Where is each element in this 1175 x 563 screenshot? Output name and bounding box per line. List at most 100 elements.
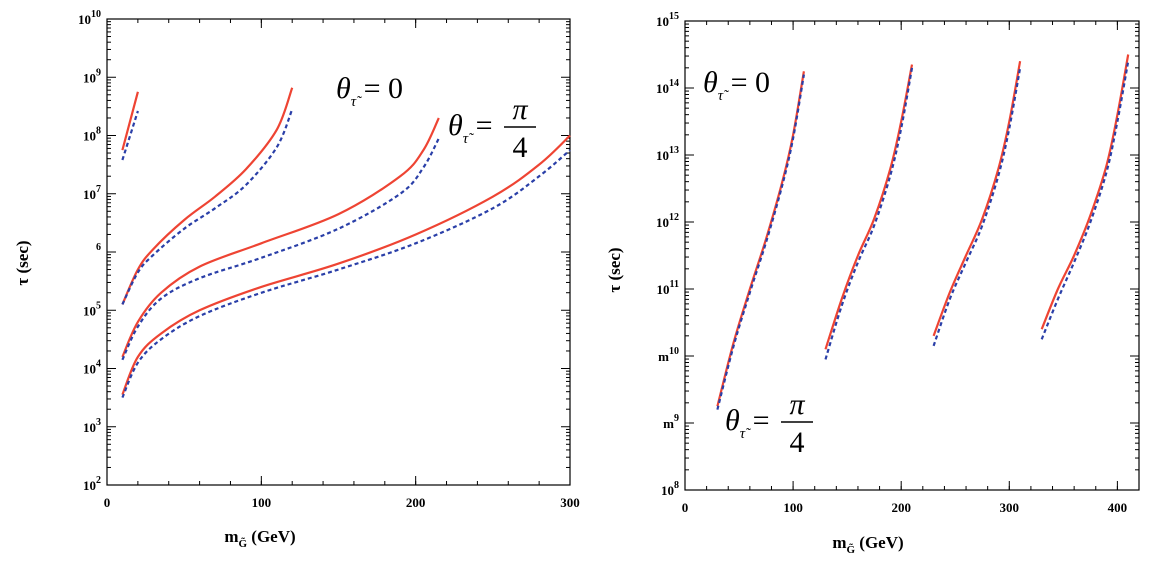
theta-zero-rhs: = 0 [356, 72, 403, 105]
y-tick-exponent: 9 [96, 67, 101, 78]
y-tick-exponent: 8 [674, 480, 679, 491]
dotted-curve-3 [121, 149, 571, 399]
y-tick-exponent: 7 [96, 184, 101, 195]
y-tick-exponent: 10 [669, 346, 679, 357]
y-tick-label: 1010 [78, 9, 101, 27]
plot-frame [684, 20, 1140, 491]
x-tick-label: 100 [252, 495, 272, 510]
x-axis-title-unit: (GeV) [247, 527, 296, 546]
x-tick-label: 100 [783, 500, 803, 515]
y-tick-base: m [663, 416, 674, 431]
y-tick-label: m9 [663, 413, 679, 431]
y-tick-exponent: 5 [96, 300, 101, 311]
x-tick-label: 200 [891, 500, 911, 515]
dotted-curve-0 [121, 110, 139, 161]
fraction-denominator: 4 [790, 426, 805, 459]
y-tick-label: 1015 [656, 11, 679, 29]
y-tick-label: 105 [83, 300, 101, 318]
dotted-curve-1 [121, 108, 294, 305]
theta-zero-rhs: = 0 [723, 66, 770, 99]
theta-symbol: θ [725, 404, 740, 437]
solid-curve-1 [121, 87, 294, 305]
y-tick-label: 107 [83, 184, 101, 202]
y-tick-label: 109 [83, 67, 101, 85]
dotted-curve-2 [121, 137, 440, 361]
y-tick-label: 108 [83, 126, 101, 144]
right-chart: 0 100 200 300 400108m9m101011101210131014101… [605, 11, 1140, 556]
y-tick-label: 1011 [657, 279, 679, 297]
x-axis-title: mG̃ (GeV) [832, 533, 903, 556]
y-tick-exponent: 8 [96, 126, 101, 137]
x-tick-label: 200 [406, 495, 426, 510]
y-tick-label: 6 [96, 242, 101, 253]
y-tick-exponent: 3 [96, 417, 101, 428]
solid-curve-0 [121, 91, 139, 151]
x-axis-title-subscript: G̃ [846, 543, 855, 556]
solid-curve-2 [121, 117, 440, 358]
y-tick-base: 10 [83, 478, 96, 493]
x-axis-title-main: m [224, 527, 238, 546]
y-tick-exponent: 2 [96, 475, 101, 486]
x-tick-label: 300 [1000, 500, 1020, 515]
y-tick-label: 1012 [656, 212, 679, 230]
theta-zero-label: θτ̃ = 0 [336, 72, 403, 110]
solid-curve-1 [824, 64, 914, 350]
y-tick-exponent: 14 [669, 78, 679, 89]
fraction-denominator: 4 [513, 131, 528, 164]
y-tick-base: 10 [657, 282, 670, 297]
y-tick-exponent: 9 [674, 413, 679, 424]
y-tick-label: m10 [658, 346, 679, 364]
dotted-curve-1 [824, 67, 914, 360]
y-tick-base: 10 [656, 81, 669, 96]
fraction-numerator: π [789, 388, 805, 421]
fraction-numerator: π [512, 93, 528, 126]
y-tick-base: 10 [83, 70, 96, 85]
y-tick-base: 10 [656, 14, 669, 29]
x-tick-label: 0 [104, 495, 111, 510]
solid-curve-0 [716, 71, 805, 407]
y-tick-label: 103 [83, 417, 101, 435]
solid-curve-3 [121, 134, 571, 396]
y-tick-exponent: 13 [669, 145, 679, 156]
y-tick-exponent: 11 [670, 279, 679, 290]
solid-curve-2 [932, 61, 1022, 337]
y-tick-base: 10 [83, 420, 96, 435]
dotted-curve-3 [1040, 61, 1130, 340]
y-tick-label: 1013 [656, 145, 679, 163]
y-axis-title: τ (sec) [13, 240, 32, 285]
theta-equals: = [745, 404, 769, 437]
y-tick-label: 108 [661, 480, 679, 498]
x-axis-title-main: m [832, 533, 846, 552]
y-tick-base: 10 [83, 129, 96, 144]
x-axis-title-unit: (GeV) [855, 533, 904, 552]
theta-symbol: θ [336, 72, 351, 105]
x-axis-title-subscript: G̃ [238, 537, 247, 550]
theta-equals: = [468, 109, 492, 142]
theta-zero-label: θτ̃ = 0 [703, 66, 770, 104]
y-tick-base: 10 [661, 483, 674, 498]
theta-pi4-label: θτ̃ = [448, 109, 493, 147]
x-tick-label: 300 [560, 495, 580, 510]
y-axis-title: τ (sec) [605, 247, 624, 292]
solid-curve-3 [1040, 54, 1130, 330]
y-tick-base: m [658, 349, 669, 364]
dotted-curve-0 [716, 74, 805, 410]
y-tick-base: 10 [83, 303, 96, 318]
x-tick-label: 400 [1108, 500, 1128, 515]
theta-pi4-label: θτ̃ = [725, 404, 770, 442]
y-tick-base: 10 [656, 148, 669, 163]
dotted-curve-2 [932, 67, 1022, 347]
y-tick-base: 10 [83, 187, 96, 202]
theta-symbol: θ [448, 109, 463, 142]
y-tick-label: 104 [83, 359, 101, 377]
theta-symbol: θ [703, 66, 718, 99]
y-tick-base: 10 [83, 362, 96, 377]
y-tick-exponent: 10 [91, 9, 101, 20]
y-tick-label: 102 [83, 475, 101, 493]
y-tick-exponent: 15 [669, 11, 679, 22]
y-tick-exponent: 12 [669, 212, 679, 223]
y-tick-base: 10 [656, 215, 669, 230]
y-tick-exponent: 6 [96, 242, 101, 253]
x-axis-title: mG̃ (GeV) [224, 527, 295, 550]
